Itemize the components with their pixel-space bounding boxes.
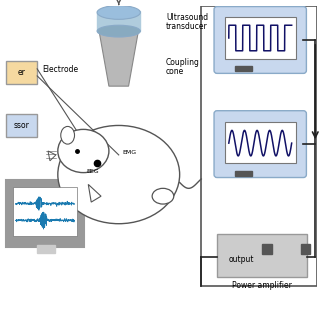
Bar bbox=[235, 67, 252, 71]
Text: EMG: EMG bbox=[123, 150, 137, 156]
Bar bbox=[97, 12, 140, 31]
Polygon shape bbox=[99, 31, 138, 86]
Bar bbox=[6, 60, 37, 84]
Text: Electrode: Electrode bbox=[42, 65, 78, 74]
Polygon shape bbox=[88, 184, 101, 202]
Text: ssor: ssor bbox=[13, 121, 29, 130]
Bar bbox=[12, 187, 77, 236]
Text: Power amplifier: Power amplifier bbox=[232, 281, 292, 290]
Ellipse shape bbox=[97, 5, 140, 19]
Bar bbox=[225, 122, 296, 163]
Bar bbox=[225, 17, 296, 59]
Ellipse shape bbox=[58, 125, 180, 224]
Text: Ultrasound: Ultrasound bbox=[166, 13, 208, 22]
Bar bbox=[201, 5, 317, 286]
Text: Coupling: Coupling bbox=[166, 58, 200, 67]
Ellipse shape bbox=[58, 129, 109, 172]
FancyBboxPatch shape bbox=[214, 111, 307, 178]
Bar bbox=[37, 245, 55, 253]
Ellipse shape bbox=[97, 25, 140, 37]
Bar bbox=[217, 234, 308, 277]
Bar bbox=[6, 114, 37, 137]
Ellipse shape bbox=[152, 188, 174, 204]
Ellipse shape bbox=[61, 126, 75, 144]
Bar bbox=[300, 244, 310, 254]
Text: er: er bbox=[18, 68, 25, 77]
Text: transducer: transducer bbox=[166, 22, 208, 31]
Bar bbox=[6, 180, 84, 247]
Bar bbox=[262, 244, 272, 254]
Polygon shape bbox=[48, 151, 56, 161]
FancyBboxPatch shape bbox=[214, 6, 307, 73]
Text: cone: cone bbox=[166, 67, 184, 76]
Text: EEG: EEG bbox=[86, 169, 99, 174]
Text: output: output bbox=[229, 255, 254, 264]
Bar bbox=[235, 171, 252, 176]
